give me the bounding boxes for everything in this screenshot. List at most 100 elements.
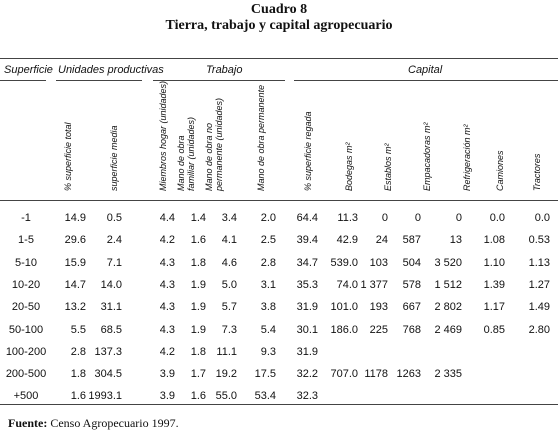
source-note: Fuente: Censo Agropecuario 1997. [8,416,179,431]
bottom-rule [0,404,558,405]
table-cell: 5.0 [221,278,237,291]
group-header-superficie: Superficie [4,64,53,76]
table-cell: 1993.1 [88,390,122,403]
col-header-mano-obra-permanente: Mano de obra permanente [256,84,266,191]
table-cell: 304.5 [94,368,122,381]
group-rule-unidades [56,80,142,81]
table-cell: 7.3 [221,323,237,336]
table-cell: 1.9 [190,301,206,314]
table-cell: 1.6 [190,234,206,247]
row-label: 5-10 [14,256,38,269]
table-cell: 11.1 [216,345,237,358]
table-cell: 4.1 [221,234,237,247]
group-rule-capital [294,80,558,81]
col-header-mano-obra-familiar: Mano de obra familiar (unidades) [176,116,196,191]
table-cell: 32.3 [296,390,318,403]
table-cell: 1.49 [528,301,550,314]
table-cell: 34.7 [296,256,318,269]
table-cell: 5.4 [260,323,276,336]
table-cell: 2.0 [260,212,276,224]
table-cell: 14.0 [100,278,122,291]
table-cell: 2 335 [434,368,462,381]
table-cell: 3.4 [221,212,237,224]
col-header-mano-obra-no-permanente: Mano de obra no permanente (unidades) [204,97,224,191]
table-cell: 4.2 [159,345,175,358]
source-text: Censo Agropecuario 1997. [50,416,179,430]
col-header-camiones: Camiones [495,150,505,191]
table-cell: 7.1 [106,256,122,269]
table-cell: 31.9 [296,301,318,314]
row-label: 1-5 [18,234,34,247]
table-cell: 1.39 [483,278,505,291]
table-cell: 1.8 [190,256,206,269]
group-header-trabajo: Trabajo [206,64,243,76]
table-cell: 1.27 [528,278,550,291]
table-cell: 2.8 [260,256,276,269]
table-cell: 0 [381,212,388,224]
table-title: Cuadro 8 [250,2,308,17]
table-cell: 15.9 [64,256,86,269]
table-cell: 30.1 [296,323,318,336]
table-cell: 17.5 [254,368,276,381]
table-cell: 3.1 [260,278,276,291]
table-cell: 32.2 [296,368,318,381]
table-cell: 4.3 [159,323,175,336]
table-cell: 0 [455,212,462,224]
table-cell: 225 [369,323,388,336]
top-rule [0,58,558,59]
table-cell: 39.4 [296,234,318,247]
table-cell: 11.3 [337,212,358,224]
table-cell: 1 377 [360,278,388,291]
table-cell: 1.9 [190,278,206,291]
table-cell: 1.10 [483,256,505,269]
col-header-refrigeracion: Refrigeración m² [462,124,472,191]
table-cell: 31.1 [100,301,122,314]
row-label: 100-200 [5,345,47,358]
table-cell: 2.5 [260,234,276,247]
table-cell: 667 [402,301,421,314]
table-cell: 0.85 [483,323,505,336]
col-header-bodegas: Bodegas m² [344,142,354,191]
table-cell: 1.17 [483,301,505,314]
table-cell: 3.8 [260,301,276,314]
table-cell: 74.0 [336,278,358,291]
col-header-miembros-hogar: Miembros hogar (unidades) [158,80,168,191]
table-cell: 101.0 [330,301,358,314]
table-cell: 0.0 [534,212,550,224]
group-rule-trabajo [153,80,285,81]
group-header-capital: Capital [408,64,443,76]
table-cell: 2 469 [434,323,462,336]
table-cell: 5.7 [221,301,237,314]
table-cell: 103 [369,256,388,269]
table-cell: 587 [402,234,421,247]
row-label: 20-50 [11,301,41,314]
table-cell: 4.6 [221,256,237,269]
table-cell: 14.7 [64,278,86,291]
table-cell: 186.0 [330,323,358,336]
table-cell: 1.13 [528,256,550,269]
col-header-pct-superficie-total: % superficie total [63,122,73,191]
table-cell: 1.9 [190,323,206,336]
table-cell: 13.2 [64,301,86,314]
table-cell: 1.6 [190,390,206,403]
table-cell: 539.0 [330,256,358,269]
col-header-pct-superficie-regada: % superficie regada [303,111,313,191]
table-cell: 1.8 [190,345,206,358]
table-cell: 42.9 [336,234,358,247]
table-cell: 578 [402,278,421,291]
table-cell: 64.4 [296,212,318,224]
row-label: -1 [21,212,31,224]
table-cell: 1178 [364,368,388,381]
table-cell: 19.2 [215,368,237,381]
table-cell: 768 [402,323,421,336]
table-cell: 4.3 [159,256,175,269]
col-header-superficie-media: superficie media [109,125,119,191]
table-cell: 4.2 [159,234,175,247]
table-cell: 4.3 [159,278,175,291]
table-cell: 1.8 [70,368,86,381]
col-header-tractores: Tractores [532,153,542,191]
table-cell: 1.6 [70,390,86,403]
table-cell: 4.4 [159,212,175,224]
row-label: 50-100 [8,323,44,336]
table-cell: 14.9 [64,212,86,224]
